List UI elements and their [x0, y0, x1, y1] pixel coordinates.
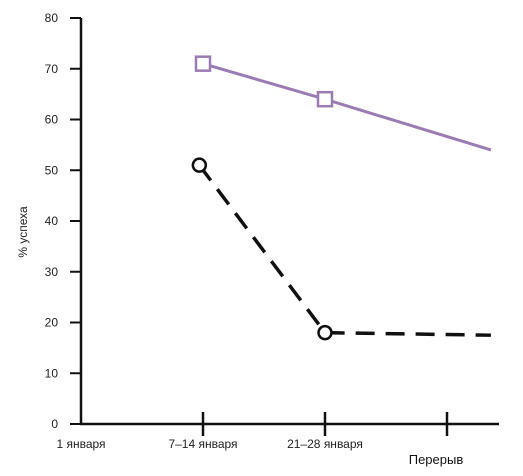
y-tick-label: 0 — [51, 417, 58, 431]
x-tick-label: 1 января — [56, 437, 105, 451]
y-tick-label: 50 — [45, 163, 59, 177]
series-2-point — [191, 157, 208, 173]
series-1-point — [316, 90, 334, 108]
y-tick-label: 60 — [45, 113, 59, 127]
axes — [79, 18, 499, 426]
y-tick-label: 80 — [45, 11, 59, 25]
x-tick-label: 7–14 января — [168, 437, 237, 451]
y-tick-label: 70 — [45, 62, 59, 76]
y-tick-label: 20 — [45, 316, 59, 330]
series-group — [191, 55, 492, 341]
series-2-line — [197, 164, 491, 337]
series-1-point — [194, 55, 212, 72]
y-tick-label: 30 — [45, 265, 59, 279]
series-2-point — [317, 324, 333, 341]
pause-label: Перерыв — [409, 452, 464, 467]
x-ticks: 1 января 7–14 января 21–28 января — [56, 412, 449, 451]
y-tick-label: 10 — [45, 366, 59, 380]
y-axis-title: % успеха — [16, 206, 30, 258]
series-1-line — [202, 62, 492, 152]
x-tick-label: 21–28 января — [287, 437, 363, 451]
y-tick-label: 40 — [45, 214, 59, 228]
y-ticks: 0 10 20 30 40 50 60 70 80 — [45, 11, 81, 431]
